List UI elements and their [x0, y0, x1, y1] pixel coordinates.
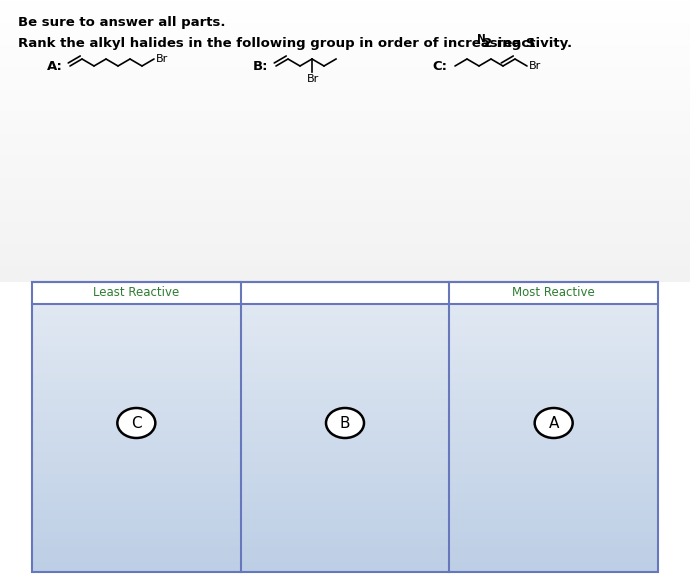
Text: Most Reactive: Most Reactive — [512, 286, 595, 300]
Bar — [32, 282, 658, 572]
Text: C: C — [131, 416, 141, 431]
Text: Br: Br — [529, 61, 541, 71]
Text: Rank the alkyl halides in the following group in order of increasing S: Rank the alkyl halides in the following … — [18, 37, 535, 50]
Text: Br: Br — [156, 54, 168, 64]
Text: N: N — [477, 34, 486, 44]
Text: B: B — [339, 416, 351, 431]
Text: A: A — [549, 416, 559, 431]
Bar — [32, 282, 658, 304]
Ellipse shape — [117, 408, 155, 438]
Text: 2 reactivity.: 2 reactivity. — [483, 37, 572, 50]
Text: A:: A: — [47, 59, 63, 73]
Text: C:: C: — [432, 59, 447, 73]
Text: Least Reactive: Least Reactive — [93, 286, 179, 300]
Text: Be sure to answer all parts.: Be sure to answer all parts. — [18, 16, 226, 29]
Text: B:: B: — [253, 59, 268, 73]
Text: Br: Br — [307, 74, 319, 84]
Ellipse shape — [326, 408, 364, 438]
Ellipse shape — [535, 408, 573, 438]
